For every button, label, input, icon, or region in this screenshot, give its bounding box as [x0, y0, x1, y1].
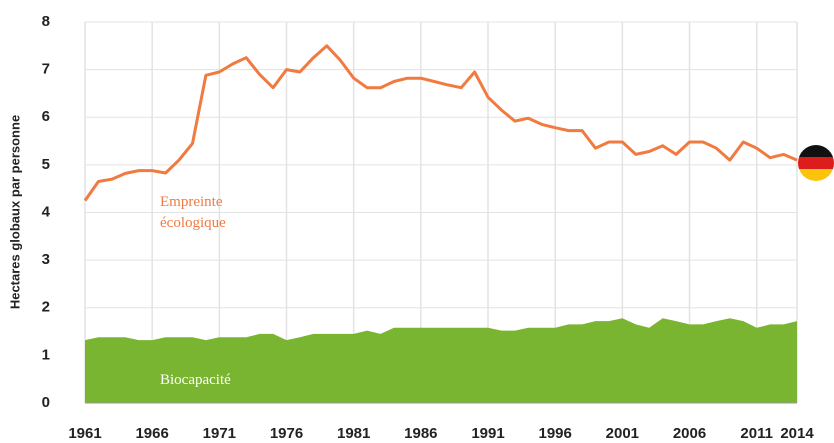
x-tick-label: 2006: [673, 425, 706, 442]
y-tick-label: 2: [42, 299, 50, 316]
y-tick-label: 1: [42, 346, 50, 363]
series-annotation: Empreinte écologique: [160, 194, 226, 231]
x-tick-label: 1976: [270, 425, 303, 442]
x-tick-label: 1991: [471, 425, 504, 442]
y-tick-label: 6: [42, 108, 50, 125]
x-tick-label: 1966: [135, 425, 168, 442]
x-tick-label: 1996: [539, 425, 572, 442]
y-tick-label: 4: [42, 203, 51, 220]
flag-icon: [798, 145, 834, 181]
x-tick-label: 1961: [68, 425, 101, 442]
area: [85, 318, 797, 403]
y-tick-label: 7: [42, 61, 50, 78]
x-tick-label: 1986: [404, 425, 437, 442]
y-tick-label: 0: [42, 394, 50, 411]
y-tick-label: 8: [42, 13, 50, 30]
x-tick-label: 2011: [740, 425, 773, 442]
x-tick-label: 2014: [780, 425, 814, 442]
x-tick-label: 1981: [337, 425, 370, 442]
x-tick-label: 1971: [203, 425, 236, 442]
y-tick-label: 5: [42, 156, 50, 173]
y-axis-label: Hectares globaux par personne: [7, 115, 22, 309]
y-tick-label: 3: [42, 251, 50, 268]
x-tick-label: 2001: [606, 425, 639, 442]
line: [83, 44, 798, 202]
series-annotation: Biocapacité: [160, 372, 231, 388]
